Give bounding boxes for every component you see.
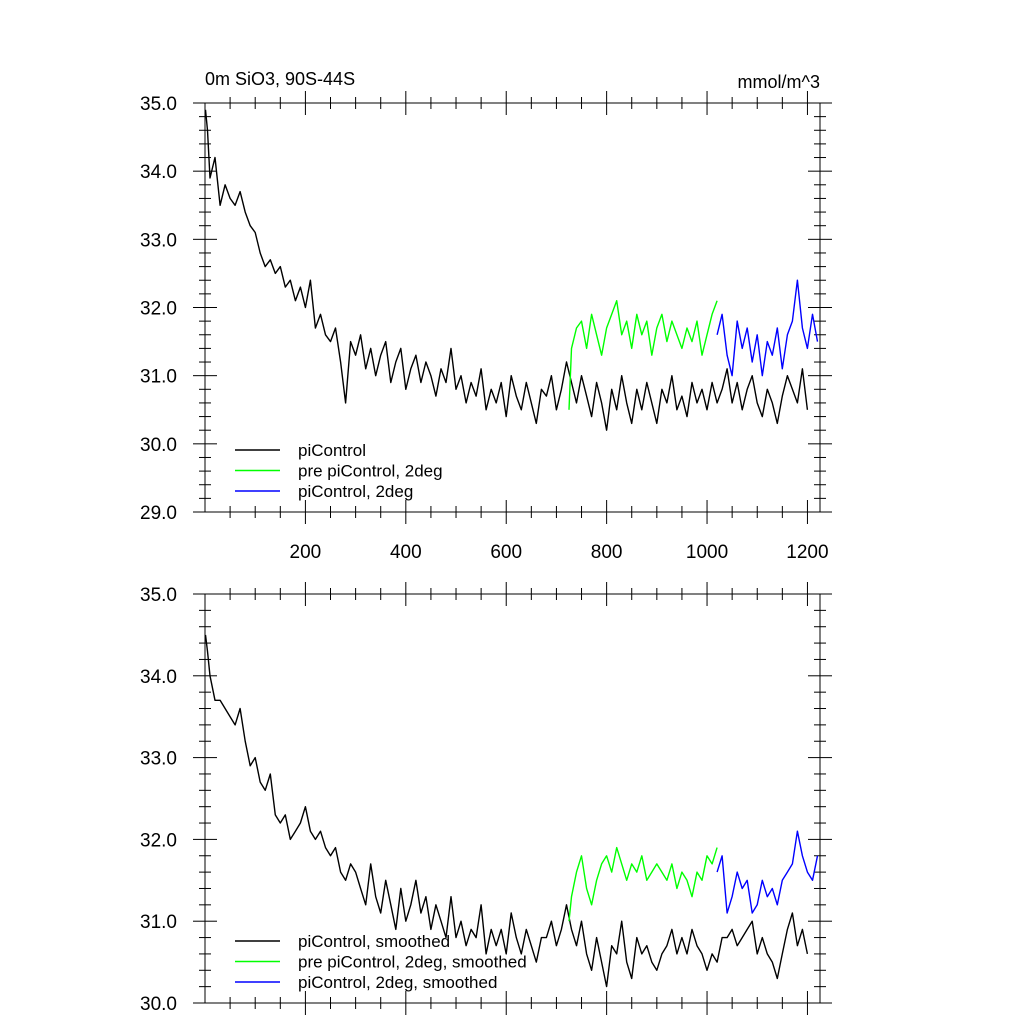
x-tick-label: 1000	[686, 542, 728, 563]
legend-label-0: piControl, smoothed	[298, 932, 450, 951]
x-tick-label: 200	[290, 542, 322, 563]
series-line-2	[716, 830, 819, 914]
y-tick-label: 35.0	[140, 94, 177, 115]
top-panel: 29.0 30.0 31.0 32.0 33.0 34.0 35.0 200 400 600 800…	[140, 69, 832, 563]
y-tick-label: 31.0	[140, 912, 177, 933]
y-tick-label: 34.0	[140, 162, 177, 183]
legend-label-0: piControl	[298, 441, 366, 460]
series-line-2	[716, 279, 819, 377]
y-tick-label: 33.0	[140, 749, 177, 770]
y-tick-label: 31.0	[140, 367, 177, 388]
x-tick-label: 1200	[786, 542, 828, 563]
legend-label-1: pre piControl, 2deg, smoothed	[298, 953, 527, 972]
y-tick-label: 30.0	[140, 994, 177, 1015]
legend-label-2: piControl, 2deg, smoothed	[298, 973, 497, 992]
series-line-0	[204, 634, 809, 988]
x-tick-label: 800	[591, 542, 623, 563]
y-tick-label: 34.0	[140, 667, 177, 688]
series-line-0	[204, 109, 809, 431]
y-tick-label: 30.0	[140, 435, 177, 456]
y-tick-label: 35.0	[140, 585, 177, 606]
y-tick-label: 32.0	[140, 830, 177, 851]
chart-title: 0m SiO3, 90S-44S	[205, 69, 355, 89]
series-line-1	[568, 300, 718, 410]
legend-label-1: pre piControl, 2deg	[298, 462, 443, 481]
legend-label-2: piControl, 2deg	[298, 482, 413, 501]
x-tick-label: 400	[390, 542, 422, 563]
series-line-1	[568, 846, 718, 922]
y-tick-label: 33.0	[140, 230, 177, 251]
x-tick-label: 600	[490, 542, 522, 563]
plot-frame	[204, 593, 821, 1004]
bottom-panel: 30.0 31.0 32.0 33.0 34.0 35.0 piControl, smoot…	[140, 582, 832, 1015]
y-tick-label: 32.0	[140, 299, 177, 320]
y-tick-label: 29.0	[140, 503, 177, 524]
units-label: mmol/m^3	[738, 72, 820, 92]
